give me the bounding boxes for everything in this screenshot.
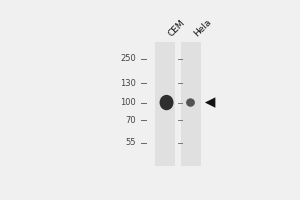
Ellipse shape (186, 98, 195, 107)
Text: 100: 100 (121, 98, 136, 107)
Bar (155, 42, 175, 166)
Text: 250: 250 (121, 54, 136, 63)
Bar (181, 42, 201, 166)
Text: 70: 70 (126, 116, 136, 125)
Polygon shape (205, 97, 215, 108)
Text: Hela: Hela (192, 18, 213, 39)
Text: 130: 130 (120, 79, 136, 88)
Ellipse shape (160, 95, 173, 110)
Text: 55: 55 (126, 138, 136, 147)
Text: CEM: CEM (167, 18, 187, 39)
